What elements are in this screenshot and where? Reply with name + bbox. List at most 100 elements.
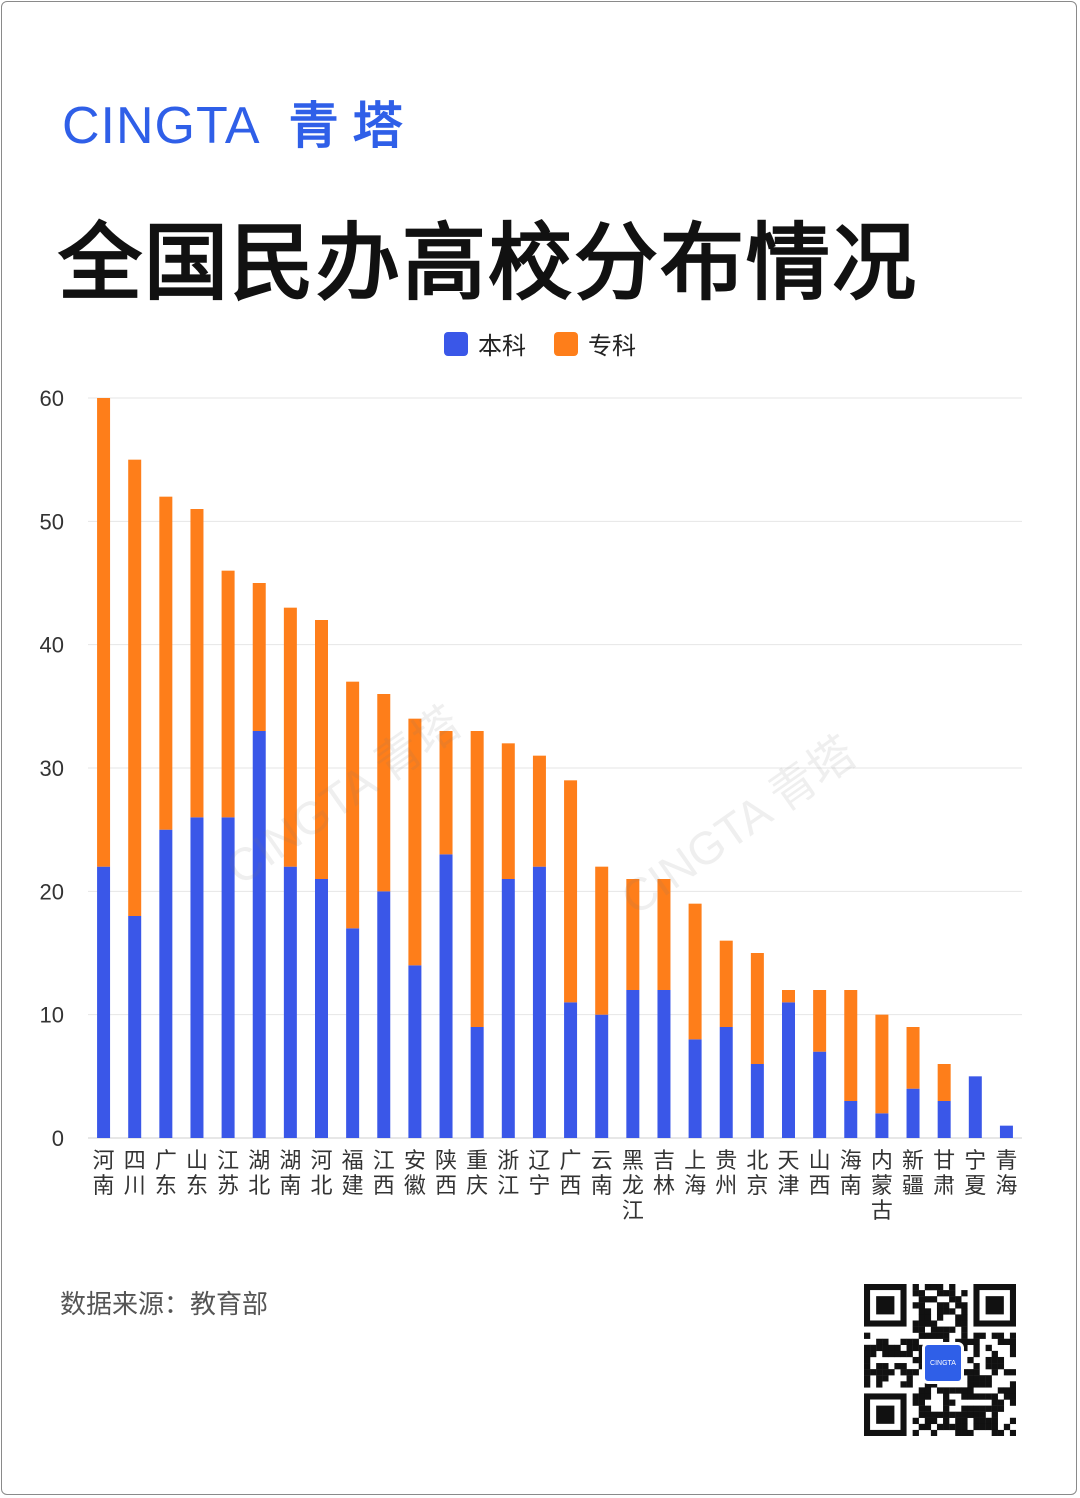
qr-module — [918, 1308, 925, 1315]
qr-module — [918, 1290, 925, 1297]
qr-module — [997, 1356, 1005, 1364]
qr-module — [918, 1326, 925, 1333]
qr-module — [870, 1369, 877, 1376]
qr-module — [930, 1332, 938, 1339]
qr-module — [991, 1332, 998, 1339]
bar-bachelor — [283, 866, 297, 1138]
y-tick-label: 0 — [52, 1126, 64, 1151]
bar-bachelor — [221, 817, 235, 1138]
qr-module — [930, 1411, 938, 1418]
bar-associate — [252, 583, 266, 731]
qr-module — [930, 1296, 938, 1303]
qr-module — [924, 1381, 932, 1388]
qr-module — [979, 1375, 986, 1382]
x-tick-label: 贵州 — [715, 1149, 737, 1199]
qr-module — [900, 1350, 907, 1358]
x-tick-label: 新疆 — [902, 1149, 924, 1199]
qr-module — [918, 1302, 925, 1309]
x-tick-label: 浙江 — [497, 1149, 519, 1199]
qr-module — [979, 1332, 986, 1339]
bar-associate — [626, 879, 640, 990]
bar-bachelor — [408, 965, 422, 1138]
qr-module — [924, 1308, 932, 1315]
bar-associate — [128, 459, 142, 916]
qr-module — [943, 1393, 950, 1400]
qr-module — [967, 1393, 974, 1400]
bar-bachelor — [813, 1051, 827, 1138]
qr-module — [979, 1423, 986, 1431]
qr-module — [936, 1411, 944, 1418]
qr-module — [991, 1369, 998, 1376]
qr-module — [918, 1363, 925, 1370]
legend-label-associate: 专科 — [588, 332, 636, 360]
qr-module — [943, 1290, 950, 1297]
x-tick-label: 河北 — [310, 1149, 332, 1199]
qr-module — [882, 1375, 889, 1382]
qr-module — [870, 1344, 877, 1352]
qr-module — [967, 1375, 974, 1382]
qr-module — [936, 1302, 944, 1309]
qr-module — [985, 1423, 992, 1431]
x-tick-label: 四川 — [124, 1149, 146, 1199]
qr-module — [949, 1326, 956, 1333]
x-tick-label: 上海 — [684, 1149, 706, 1199]
bar-associate — [564, 780, 578, 1003]
bar-bachelor — [532, 866, 546, 1138]
qr-module — [918, 1393, 925, 1400]
qr-module — [1003, 1423, 1011, 1431]
qr-module — [1003, 1387, 1011, 1394]
qr-module — [918, 1314, 925, 1321]
qr-module — [967, 1381, 974, 1388]
bar-bachelor — [377, 891, 391, 1138]
qr-module — [912, 1302, 919, 1309]
x-tick-label: 云南 — [591, 1149, 613, 1199]
x-tick-label: 河南 — [93, 1149, 115, 1199]
qr-module — [967, 1369, 974, 1376]
qr-module — [961, 1302, 968, 1309]
qr-module — [973, 1417, 980, 1425]
qr-module — [973, 1344, 980, 1352]
qr-module — [930, 1284, 938, 1291]
qr-module — [991, 1417, 998, 1425]
qr-module — [973, 1350, 980, 1358]
qr-module — [949, 1308, 956, 1315]
qr-module — [943, 1399, 950, 1406]
qr-module — [900, 1369, 907, 1376]
qr-module — [894, 1344, 901, 1352]
qr-module — [973, 1423, 980, 1431]
bar-associate — [813, 990, 827, 1052]
qr-module — [967, 1338, 974, 1345]
qr-module — [961, 1405, 968, 1412]
qr-module — [997, 1429, 1005, 1437]
qr-module — [882, 1338, 889, 1345]
qr-module — [1003, 1338, 1011, 1345]
x-tick-label: 青海 — [995, 1149, 1017, 1199]
qr-module — [882, 1344, 889, 1352]
x-tick-label: 甘肃 — [933, 1149, 955, 1199]
qr-module — [1009, 1393, 1017, 1400]
x-tick-label: 宁夏 — [964, 1149, 986, 1199]
qr-module — [936, 1290, 944, 1297]
brand-logo-zh: 青塔 — [288, 97, 417, 155]
qr-module — [967, 1387, 974, 1394]
qr-module — [906, 1338, 913, 1345]
qr-module — [967, 1405, 974, 1412]
qr-module — [961, 1290, 968, 1297]
qr-module — [943, 1417, 950, 1425]
bar-bachelor — [97, 866, 111, 1138]
qr-module — [973, 1332, 980, 1339]
qr-module — [943, 1308, 950, 1315]
x-tick-label: 海南 — [840, 1149, 862, 1199]
bar-associate — [408, 718, 422, 966]
qr-module — [1003, 1369, 1011, 1376]
qr-module — [973, 1411, 980, 1418]
qr-module — [985, 1381, 992, 1388]
qr-module — [918, 1332, 925, 1339]
bar-bachelor — [159, 829, 173, 1138]
qr-module — [979, 1381, 986, 1388]
y-tick-label: 20 — [40, 879, 64, 904]
qr-module — [985, 1344, 992, 1352]
qr-module — [949, 1290, 956, 1297]
qr-module — [943, 1387, 950, 1394]
